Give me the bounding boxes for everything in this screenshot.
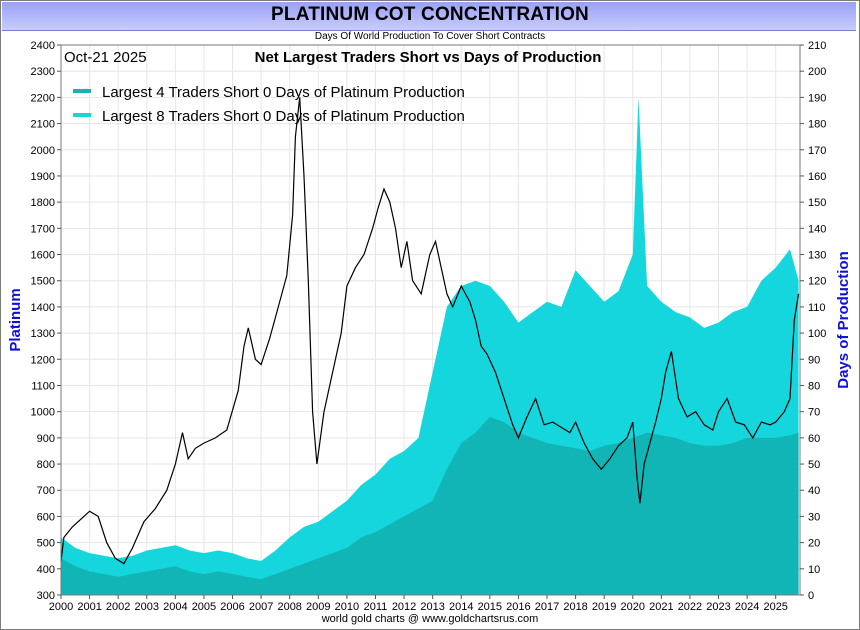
left-tick-label: 1800 <box>31 197 55 209</box>
right-tick-label: 110 <box>808 302 826 314</box>
title-bar <box>2 2 856 31</box>
left-tick-label: 400 <box>37 564 55 576</box>
left-tick-label: 900 <box>37 433 55 445</box>
left-tick-label: 600 <box>37 511 55 523</box>
legend-swatch-top8 <box>73 113 91 117</box>
legend-value-top8: Short 0 Days of Platinum Production <box>223 108 465 125</box>
left-tick-label: 2100 <box>31 119 55 131</box>
x-tick-label: 2025 <box>763 601 787 612</box>
chart-subtitle: Days Of World Production To Cover Short … <box>314 31 546 42</box>
x-tick-label: 2003 <box>135 601 159 612</box>
x-tick-label: 2021 <box>649 601 673 612</box>
right-tick-label: 140 <box>808 223 826 235</box>
x-tick-label: 2022 <box>678 601 702 612</box>
cot-concentration-chart: 2000 2001 2002 2003 2004 2005 2006 2007 2008 2009… <box>7 40 852 612</box>
x-tick-label: 2002 <box>106 601 130 612</box>
left-tick-label: 300 <box>37 590 55 602</box>
x-tick-label: 2016 <box>506 601 530 612</box>
price-series <box>60 97 800 565</box>
right-tick-label: 180 <box>808 119 826 131</box>
left-tick-label: 1600 <box>31 250 55 262</box>
left-tick-label: 1700 <box>31 223 55 235</box>
x-tick-label: 2006 <box>220 601 244 612</box>
right-tick-label: 160 <box>808 171 826 183</box>
right-axis-ticks: 0 10 20 30 40 50 60 70 80 90 100 110 120 130 140 150 160… <box>800 40 826 602</box>
x-tick-label: 2011 <box>364 601 388 612</box>
right-tick-label: 90 <box>808 354 820 366</box>
x-tick-label: 2020 <box>621 601 645 612</box>
x-tick-label: 2019 <box>592 601 616 612</box>
x-tick-label: 2007 <box>249 601 273 612</box>
legend: Largest 4 Traders Short 0 Days of Platin… <box>73 84 465 125</box>
left-tick-label: 2200 <box>31 92 55 104</box>
plot-border <box>60 44 801 596</box>
legend-swatch-top4 <box>73 89 91 93</box>
right-tick-label: 130 <box>808 250 826 262</box>
x-tick-label: 2024 <box>735 601 759 612</box>
right-tick-label: 20 <box>808 538 820 550</box>
right-tick-label: 30 <box>808 511 820 523</box>
x-tick-label: 2010 <box>335 601 359 612</box>
date-label: Oct-21 2025 <box>64 49 147 66</box>
x-tick-label: 2014 <box>449 601 473 612</box>
left-axis-title: Platinum <box>7 288 24 351</box>
left-tick-label: 1400 <box>31 302 55 314</box>
left-tick-label: 700 <box>37 485 55 497</box>
right-tick-label: 70 <box>808 407 820 419</box>
left-tick-label: 2300 <box>31 66 55 78</box>
right-tick-label: 100 <box>808 328 826 340</box>
left-tick-label: 1900 <box>31 171 55 183</box>
x-tick-label: 2004 <box>163 601 187 612</box>
right-tick-label: 40 <box>808 485 820 497</box>
right-tick-label: 0 <box>808 590 814 602</box>
left-tick-label: 1100 <box>31 380 55 392</box>
right-tick-label: 210 <box>808 40 826 52</box>
left-tick-label: 500 <box>37 538 55 550</box>
x-tick-label: 2015 <box>478 601 502 612</box>
right-tick-label: 200 <box>808 66 826 78</box>
footer-credit: world gold charts @ www.goldchartsrus.co… <box>321 613 539 625</box>
left-tick-label: 1300 <box>31 328 55 340</box>
left-tick-label: 2000 <box>31 145 55 157</box>
x-tick-label: 2001 <box>77 601 101 612</box>
right-tick-label: 150 <box>808 197 826 209</box>
right-tick-label: 10 <box>808 564 820 576</box>
x-tick-label: 2012 <box>392 601 416 612</box>
x-tick-label: 2018 <box>563 601 587 612</box>
x-tick-label: 2013 <box>420 601 444 612</box>
right-tick-label: 50 <box>808 459 820 471</box>
left-tick-label: 1200 <box>31 354 55 366</box>
left-tick-label: 800 <box>37 459 55 471</box>
legend-value-top4: Short 0 Days of Platinum Production <box>223 84 465 101</box>
x-tick-label: 2000 <box>49 601 73 612</box>
area-largest-4-traders <box>61 416 799 595</box>
x-tick-label: 2017 <box>535 601 559 612</box>
right-axis-title: Days of Production <box>835 251 852 389</box>
right-tick-label: 190 <box>808 92 826 104</box>
x-axis-ticks: 2000 2001 2002 2003 2004 2005 2006 2007 2008 2009… <box>49 595 788 612</box>
x-tick-label: 2008 <box>277 601 301 612</box>
line-platinum-price <box>60 97 800 565</box>
chart-title: PLATINUM COT CONCENTRATION <box>271 4 589 25</box>
x-tick-label: 2005 <box>192 601 216 612</box>
right-tick-label: 60 <box>808 433 820 445</box>
area-series <box>61 97 799 596</box>
legend-label-top4: Largest 4 Traders <box>102 84 220 101</box>
legend-label-top8: Largest 8 Traders <box>102 108 220 125</box>
right-tick-label: 120 <box>808 276 826 288</box>
plot-title: Net Largest Traders Short vs Days of Pro… <box>255 49 602 66</box>
left-tick-label: 2400 <box>31 40 55 52</box>
right-tick-label: 170 <box>808 145 826 157</box>
x-tick-label: 2023 <box>706 601 730 612</box>
right-tick-label: 80 <box>808 380 820 392</box>
left-axis-ticks: 300 400 500 600 700 800 900 1000 1100 1200 1300 140… <box>31 40 61 602</box>
left-tick-label: 1000 <box>31 407 55 419</box>
left-tick-label: 1500 <box>31 276 55 288</box>
x-tick-label: 2009 <box>306 601 330 612</box>
